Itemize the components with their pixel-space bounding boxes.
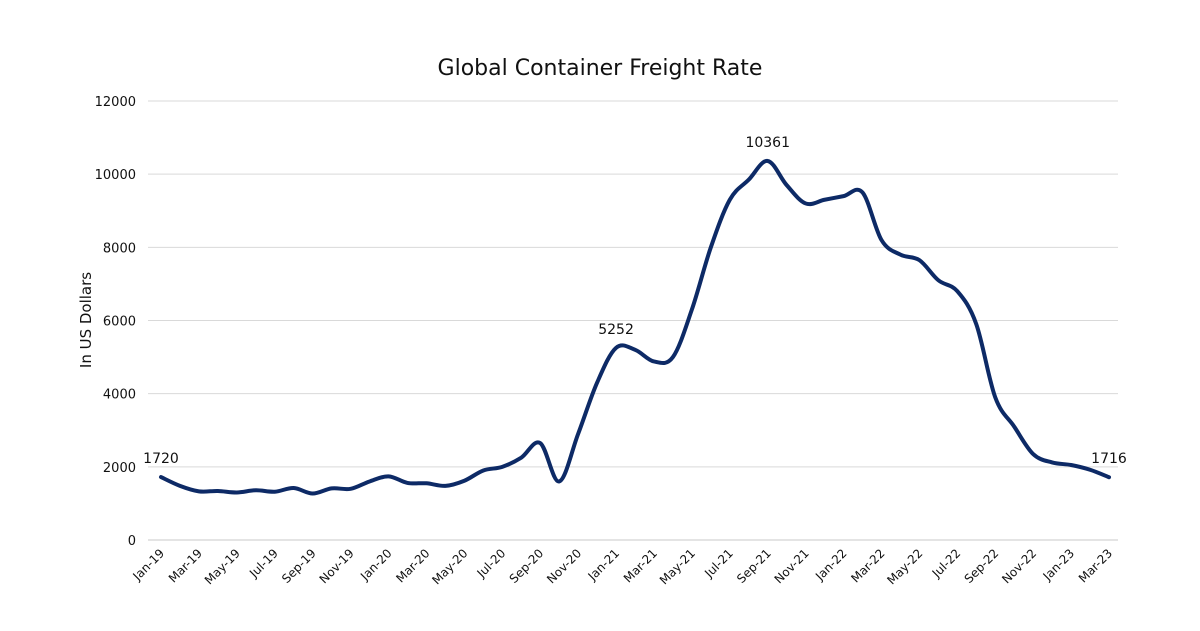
data-label: 1720 [143, 451, 179, 467]
x-tick-label: Mar-19 [166, 546, 205, 585]
series-line [159, 158, 1111, 496]
x-tick-label: May-22 [884, 546, 925, 587]
x-tick-label: Mar-23 [1076, 546, 1115, 585]
x-tick-label: Nov-20 [544, 546, 584, 586]
y-tick-label: 0 [128, 534, 136, 549]
data-labels: 1720 5252 10361 1716 [143, 135, 1127, 467]
x-tick-label: Jan-20 [357, 546, 395, 584]
y-tick-label: 6000 [103, 315, 136, 330]
x-tick-label: Jul-20 [474, 546, 509, 581]
x-tick-label: Mar-22 [848, 546, 887, 585]
x-tick-label: Nov-22 [999, 546, 1039, 586]
x-tick-label: Jul-21 [701, 546, 736, 581]
x-tick-label: Jul-22 [929, 546, 964, 581]
y-tick-labels: 0 2000 4000 6000 8000 10000 12000 [95, 95, 136, 549]
y-axis-label: In US Dollars [77, 271, 95, 369]
x-tick-label: Mar-20 [393, 546, 432, 585]
x-tick-label: Jan-21 [585, 546, 623, 584]
y-tick-label: 4000 [103, 388, 136, 403]
x-tick-label: May-20 [429, 546, 470, 587]
data-label: 10361 [745, 135, 790, 151]
x-tick-label: Nov-21 [772, 546, 812, 586]
x-tick-label: Jan-19 [130, 546, 168, 584]
x-tick-label: Sep-22 [962, 546, 1002, 586]
x-tick-label: May-19 [202, 546, 243, 587]
gridlines [148, 100, 1118, 541]
x-tick-label: Jan-23 [1040, 546, 1078, 584]
x-tick-label: May-21 [657, 546, 698, 587]
y-tick-label: 10000 [95, 168, 136, 183]
x-tick-label: Jul-19 [246, 546, 281, 581]
data-label: 1716 [1091, 451, 1127, 467]
x-tick-label: Jan-22 [812, 546, 850, 584]
x-tick-label: Mar-21 [621, 546, 660, 585]
x-tick-label: Sep-20 [507, 546, 547, 586]
y-tick-label: 2000 [103, 461, 136, 476]
chart-title: Global Container Freight Rate [437, 56, 763, 81]
x-tick-label: Sep-19 [279, 546, 319, 586]
y-tick-label: 12000 [95, 95, 136, 110]
x-tick-label: Sep-21 [734, 546, 774, 586]
data-label: 5252 [598, 322, 634, 338]
x-tick-label: Nov-19 [317, 546, 357, 586]
series-line-layer [159, 158, 1111, 496]
y-tick-label: 8000 [103, 241, 136, 256]
